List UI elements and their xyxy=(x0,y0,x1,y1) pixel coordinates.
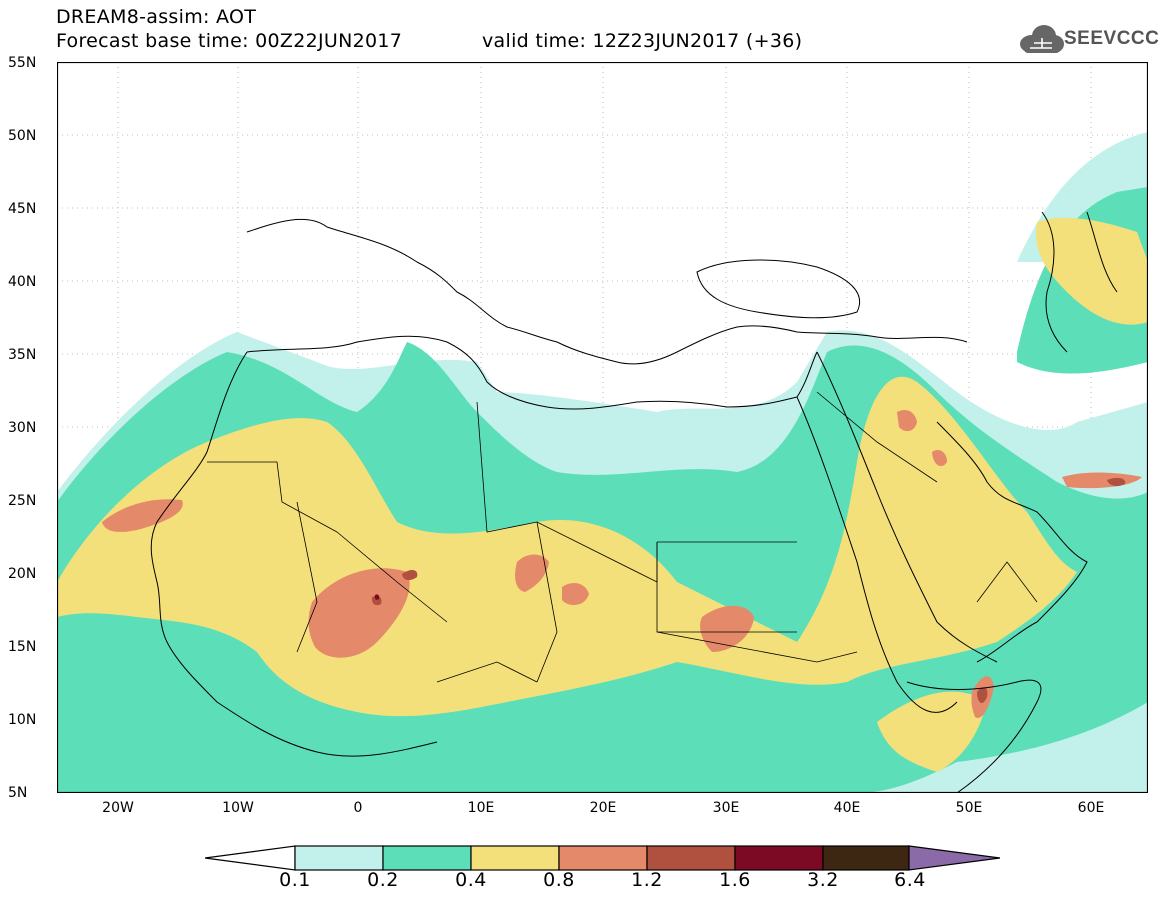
legend-label-0-1: 0.1 xyxy=(279,869,311,891)
lat-label-10n: 10N xyxy=(8,712,37,728)
aot-band-1-6 xyxy=(374,594,380,600)
lon-label-60e: 60E xyxy=(1077,800,1105,816)
lon-label-30e: 30E xyxy=(712,800,740,816)
lat-label-30n: 30N xyxy=(8,420,37,436)
colorbar-upper-arrow xyxy=(908,845,1000,871)
logo-text: SEEVCCC xyxy=(1064,28,1160,49)
colorbar-swatch-1-6 xyxy=(734,845,824,871)
colorbar-swatch-0-8 xyxy=(558,845,648,871)
country-borders xyxy=(207,391,1038,683)
legend-label-6-4: 6.4 xyxy=(894,869,926,891)
lon-label-20w: 20W xyxy=(102,800,134,816)
lat-label-40n: 40N xyxy=(8,274,37,290)
lat-label-15n: 15N xyxy=(8,639,37,655)
aot-map xyxy=(57,62,1148,793)
legend-label-1-6: 1.6 xyxy=(719,869,751,891)
colorbar-swatch-0-4 xyxy=(470,845,560,871)
lon-label-10w: 10W xyxy=(222,800,254,816)
valid-time: valid time: 12Z23JUN2017 (+36) xyxy=(482,30,803,52)
coastlines xyxy=(150,211,1118,793)
colorbar-lower-arrow xyxy=(205,845,296,871)
colorbar-swatch-1-2 xyxy=(646,845,736,871)
legend-label-0-8: 0.8 xyxy=(543,869,575,891)
lat-label-20n: 20N xyxy=(8,566,37,582)
cloud-logo-icon xyxy=(1020,25,1064,53)
lon-label-0: 0 xyxy=(353,800,363,816)
aot-band-1-2 xyxy=(371,477,1126,704)
lat-label-25n: 25N xyxy=(8,493,37,509)
lon-label-20e: 20E xyxy=(589,800,617,816)
colorbar-swatch-3-2 xyxy=(822,845,910,871)
lat-label-35n: 35N xyxy=(8,347,37,363)
lon-label-50e: 50E xyxy=(955,800,983,816)
colorbar-swatch-0-1 xyxy=(294,845,384,871)
forecast-base-time: Forecast base time: 00Z22JUN2017 xyxy=(56,30,403,52)
legend-label-3-2: 3.2 xyxy=(807,869,839,891)
aot-colorbar xyxy=(205,845,1000,871)
lon-label-40e: 40E xyxy=(833,800,861,816)
legend-label-0-2: 0.2 xyxy=(367,869,399,891)
legend-label-0-4: 0.4 xyxy=(455,869,487,891)
lat-label-50n: 50N xyxy=(8,128,37,144)
lat-label-55n: 55N xyxy=(8,55,37,71)
colorbar-swatch-0-2 xyxy=(382,845,472,871)
map-title: DREAM8-assim: AOT xyxy=(56,6,257,28)
lat-label-5n: 5N xyxy=(8,785,28,801)
lon-label-10e: 10E xyxy=(467,800,495,816)
legend-label-1-2: 1.2 xyxy=(631,869,663,891)
lat-label-45n: 45N xyxy=(8,201,37,217)
